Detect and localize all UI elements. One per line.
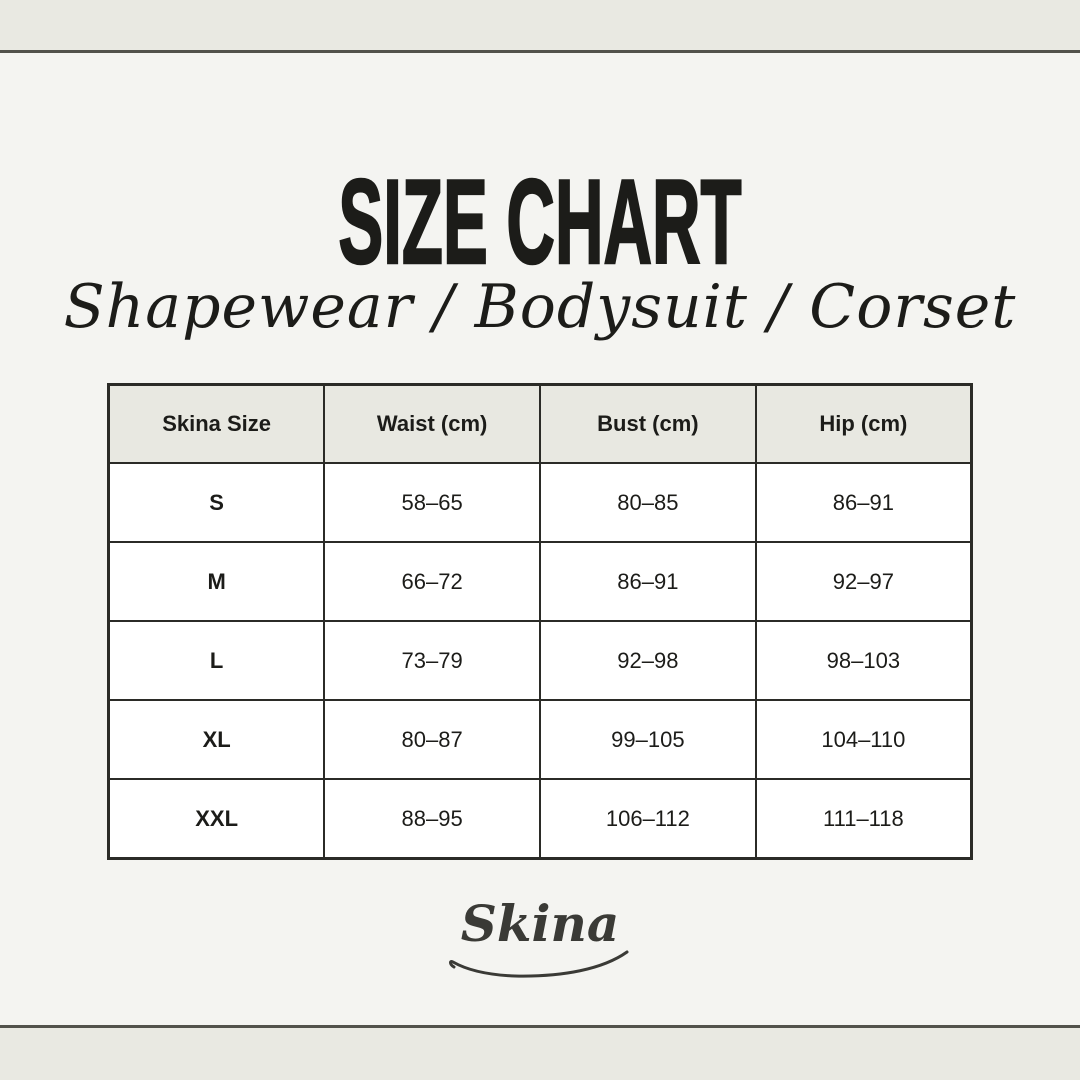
page-subtitle: Shapewear / Bodysuit / Corset: [63, 272, 1017, 342]
top-border-band: [0, 0, 1080, 53]
hip-cell: 98–103: [754, 620, 973, 701]
size-cell: S: [107, 462, 326, 543]
table-row: L 73–79 92–98 98–103: [107, 620, 973, 701]
table-row: S 58–65 80–85 86–91: [107, 462, 973, 543]
size-chart-table: Skina Size Waist (cm) Bust (cm) Hip (cm)…: [107, 383, 973, 860]
column-header-size: Skina Size: [107, 383, 326, 464]
hip-cell: 92–97: [754, 541, 973, 622]
size-cell: XL: [107, 699, 326, 780]
column-header-waist: Waist (cm): [323, 383, 541, 464]
page-title: SIZE CHART: [338, 155, 743, 289]
column-header-bust: Bust (cm): [539, 383, 757, 464]
size-cell: XXL: [107, 778, 326, 860]
bottom-border-band: [0, 1025, 1080, 1080]
hip-cell: 111–118: [754, 778, 973, 860]
table-row: XL 80–87 99–105 104–110: [107, 699, 973, 780]
waist-cell: 88–95: [323, 778, 541, 860]
size-cell: L: [107, 620, 326, 701]
title-container: SIZE CHART: [0, 155, 1080, 289]
bust-cell: 106–112: [539, 778, 757, 860]
hip-cell: 86–91: [754, 462, 973, 543]
bust-cell: 92–98: [539, 620, 757, 701]
bust-cell: 86–91: [539, 541, 757, 622]
bust-cell: 99–105: [539, 699, 757, 780]
brand-logo: Skina: [0, 896, 1080, 981]
column-header-hip: Hip (cm): [754, 383, 973, 464]
logo-swash-flourish: [449, 950, 629, 978]
size-cell: M: [107, 541, 326, 622]
waist-cell: 73–79: [323, 620, 541, 701]
brand-logo-text: Skina: [460, 894, 620, 953]
waist-cell: 58–65: [323, 462, 541, 543]
table-row: XXL 88–95 106–112 111–118: [107, 778, 973, 860]
hip-cell: 104–110: [754, 699, 973, 780]
waist-cell: 66–72: [323, 541, 541, 622]
bust-cell: 80–85: [539, 462, 757, 543]
table-header-row: Skina Size Waist (cm) Bust (cm) Hip (cm): [107, 383, 973, 464]
table-row: M 66–72 86–91 92–97: [107, 541, 973, 622]
waist-cell: 80–87: [323, 699, 541, 780]
